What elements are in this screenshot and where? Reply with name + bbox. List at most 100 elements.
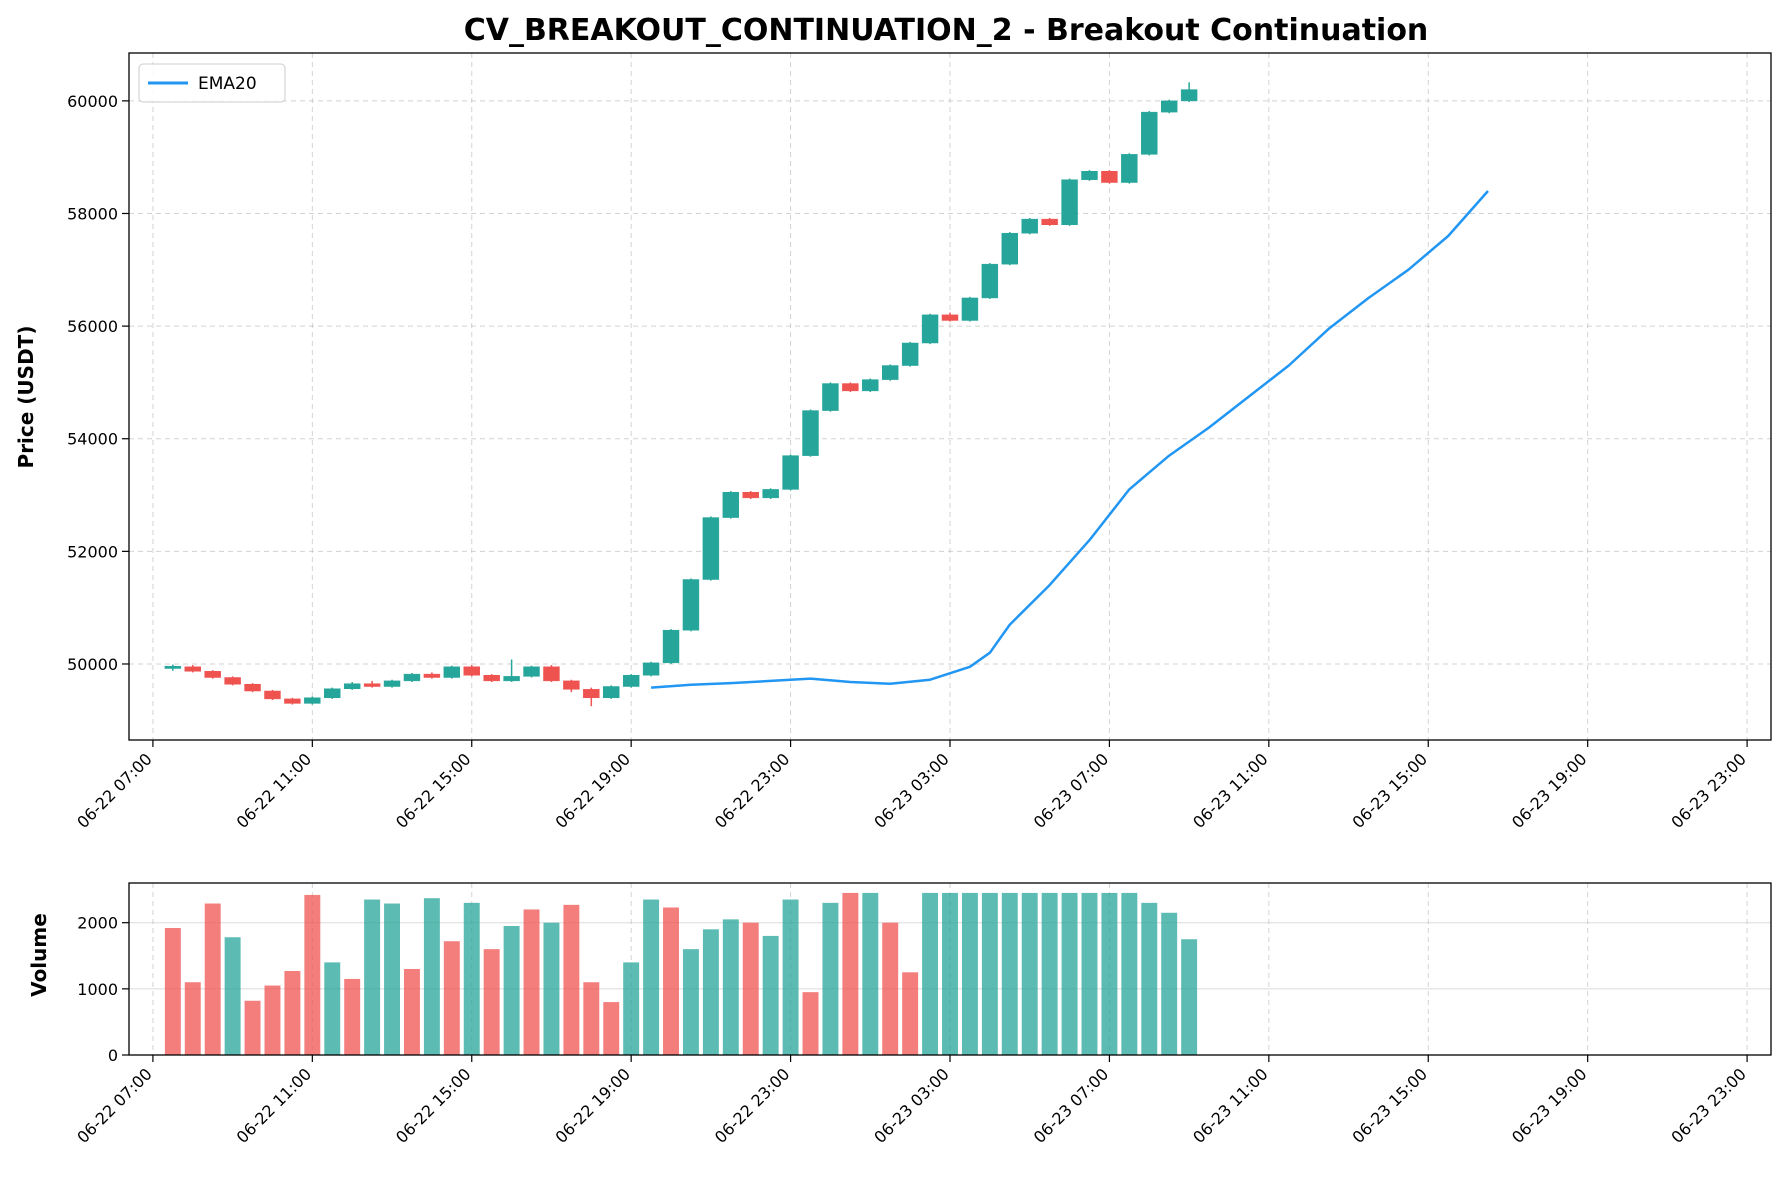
price-y-tick-label: 60000 xyxy=(67,92,118,111)
volume-bar xyxy=(463,902,480,1055)
candle-body xyxy=(204,671,221,678)
candle-body xyxy=(284,698,301,704)
volume-bar xyxy=(164,927,181,1055)
volume-y-tick-label: 2000 xyxy=(77,914,118,933)
volume-x-tick-label: 06-22 11:00 xyxy=(233,1064,316,1147)
volume-bar xyxy=(244,1000,261,1055)
volume-bar xyxy=(623,962,640,1055)
volume-bar xyxy=(423,898,440,1055)
candle-body xyxy=(881,365,899,380)
candle-body xyxy=(1061,179,1078,225)
price-x-tick-label: 06-23 03:00 xyxy=(870,749,953,832)
candle-body xyxy=(583,689,600,699)
candle-body xyxy=(961,297,979,321)
candle-body xyxy=(264,690,281,700)
candle-body xyxy=(722,491,740,518)
volume-bar xyxy=(942,892,958,1055)
volume-bar xyxy=(483,949,500,1055)
volume-y-tick-label: 0 xyxy=(108,1046,118,1065)
price-x-tick-label: 06-23 19:00 xyxy=(1508,749,1591,832)
candle-body xyxy=(981,263,999,299)
price-y-tick-label: 56000 xyxy=(67,317,118,336)
candle-body xyxy=(184,666,201,672)
volume-bar xyxy=(324,962,341,1055)
candle-body xyxy=(1081,171,1098,180)
candle-body xyxy=(343,683,361,690)
volume-x-tick-label: 06-23 15:00 xyxy=(1349,1064,1432,1147)
candle-body xyxy=(324,688,341,699)
volume-bar xyxy=(1101,892,1118,1055)
volume-bar xyxy=(702,929,719,1055)
volume-bar xyxy=(443,941,460,1055)
candle-body xyxy=(1041,218,1058,225)
candle-body xyxy=(244,684,261,692)
volume-bar xyxy=(224,937,241,1055)
price-y-tick-label: 58000 xyxy=(67,204,118,223)
candle-body xyxy=(383,680,401,687)
candle-body xyxy=(1001,232,1019,265)
volume-bar xyxy=(961,892,978,1055)
volume-bar xyxy=(403,969,420,1055)
candle-body xyxy=(1160,100,1178,113)
volume-bar xyxy=(503,926,520,1055)
volume-bar xyxy=(1021,892,1038,1055)
price-x-tick-label: 06-23 23:00 xyxy=(1667,749,1750,832)
price-x-tick-label: 06-23 07:00 xyxy=(1030,749,1113,832)
candle-body xyxy=(1180,89,1198,102)
volume-bar xyxy=(862,892,879,1055)
volume-x-tick-label: 06-22 23:00 xyxy=(711,1064,794,1147)
volume-bar xyxy=(762,935,779,1055)
volume-bar xyxy=(1061,892,1078,1055)
price-x-tick-label: 06-22 11:00 xyxy=(233,749,316,832)
price-x-tick-label: 06-22 19:00 xyxy=(551,749,634,832)
candle-body xyxy=(702,517,720,580)
candle-body xyxy=(543,666,560,682)
candle-body xyxy=(622,674,640,687)
candle-body xyxy=(941,314,959,321)
candle-body xyxy=(742,491,759,499)
legend-box xyxy=(138,63,286,103)
volume-bar xyxy=(1081,892,1098,1055)
volume-bar xyxy=(902,972,919,1055)
volume-x-tick-label: 06-22 07:00 xyxy=(73,1064,156,1147)
candle-body xyxy=(921,314,939,344)
volume-bar xyxy=(782,899,799,1055)
volume-panel: 06-22 07:00 06-22 11:00 06-22 15:00 06-22 1… xyxy=(73,882,1772,1147)
candle-body xyxy=(164,665,182,669)
volume-bar xyxy=(822,902,839,1055)
volume-x-tick-label: 06-23 03:00 xyxy=(870,1064,953,1147)
volume-x-tick-label: 06-22 15:00 xyxy=(392,1064,475,1147)
volume-bar xyxy=(1161,912,1178,1055)
candle-body xyxy=(1121,154,1138,183)
candle-body xyxy=(682,579,700,631)
volume-bar xyxy=(603,1002,620,1055)
volume-bar xyxy=(284,970,301,1055)
volume-bar xyxy=(583,982,600,1055)
candle-body xyxy=(802,410,819,456)
candle-body xyxy=(423,673,441,678)
candle-body xyxy=(1101,171,1118,183)
candle-body xyxy=(662,629,680,664)
candle-body xyxy=(523,666,540,677)
candle-body xyxy=(901,342,919,366)
candle-body xyxy=(503,676,520,682)
price-x-tick-label: 06-23 11:00 xyxy=(1189,749,1272,832)
price-y-tick-label: 52000 xyxy=(67,542,118,561)
volume-bar xyxy=(981,892,998,1055)
ema20-line xyxy=(651,190,1489,689)
price-x-tick-label: 06-23 15:00 xyxy=(1349,749,1432,832)
price-axis-title: Price (USDT) xyxy=(14,326,38,469)
volume-bar xyxy=(344,978,361,1055)
volume-bar xyxy=(742,922,759,1055)
volume-bar xyxy=(204,903,221,1055)
volume-bar xyxy=(1141,902,1158,1055)
volume-bar xyxy=(264,985,281,1055)
volume-bar xyxy=(922,892,939,1055)
volume-x-tick-label: 06-23 11:00 xyxy=(1189,1064,1272,1147)
candle-body xyxy=(363,683,381,687)
volume-bar xyxy=(543,922,560,1055)
volume-bar xyxy=(643,899,660,1055)
candle-body xyxy=(304,697,321,704)
volume-y-tick-label: 1000 xyxy=(77,980,118,999)
